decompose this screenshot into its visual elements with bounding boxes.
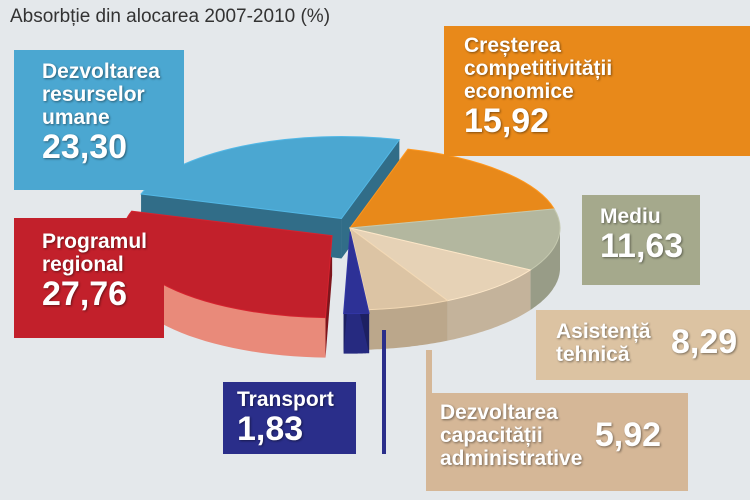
pie-slice-side [530, 228, 560, 310]
slice-label: Programul [42, 230, 148, 253]
slice-label: competitivității [464, 57, 613, 81]
label-box-programul-regional: Programul regional 27,76 [14, 218, 164, 338]
slice-value: 11,63 [600, 227, 684, 266]
slice-label: Transport [237, 388, 334, 411]
slice-label: regional [42, 253, 124, 277]
slice-label-line: Dezvoltarea [440, 401, 558, 424]
slice-label: Dezvoltarea [42, 60, 160, 83]
slice-label: umane [42, 106, 110, 130]
label-box-mediu: Mediu 11,63 [582, 195, 700, 285]
label-box-transport: Transport 1,83 [223, 382, 356, 454]
slice-value: 15,92 [464, 102, 550, 141]
pie-slice [349, 226, 449, 311]
slice-label: resurselor [42, 83, 145, 107]
slice-value: 8,29 [670, 323, 738, 362]
transport-leader-line [382, 330, 386, 454]
label-box-capacitate-administrativa: Dezvoltarea capacității administrative 5,9… [426, 393, 688, 491]
pie-slice [349, 227, 532, 302]
pie-slice [349, 208, 561, 271]
slice-value: 27,76 [42, 275, 128, 314]
slice-label-line: administrative [440, 447, 583, 471]
slice-label: Creșterea [464, 34, 561, 57]
pie-slice-side [122, 235, 326, 358]
slice-label-line: Asistență [556, 320, 651, 343]
slice-label: Dezvoltarea capacității administrative [440, 401, 582, 470]
chart-title: Absorbție din alocarea 2007-2010 (%) [10, 6, 331, 27]
pie-slice [348, 148, 556, 229]
slice-value: 1,83 [237, 410, 304, 449]
slice-value: 5,92 [594, 415, 662, 454]
slice-label-line: capacității [440, 424, 543, 448]
pie-slice [343, 231, 370, 315]
label-box-resurse-umane: Dezvoltarea resurselor umane 23,30 [14, 50, 184, 190]
pie-slice-side [368, 300, 448, 350]
capacitate-leader-line [426, 350, 432, 394]
slice-label: Mediu [600, 205, 661, 228]
slice-label: Asistență tehnică [556, 320, 651, 366]
label-box-asistenta-tehnica: Asistență tehnică 8,29 [536, 310, 750, 380]
slice-label-line: tehnică [556, 343, 630, 367]
slice-value: 23,30 [42, 128, 128, 167]
pie-slice-side [447, 270, 531, 341]
label-box-competitivitate: Creșterea competitivității economice 15,… [444, 26, 750, 156]
slice-label: economice [464, 80, 574, 104]
